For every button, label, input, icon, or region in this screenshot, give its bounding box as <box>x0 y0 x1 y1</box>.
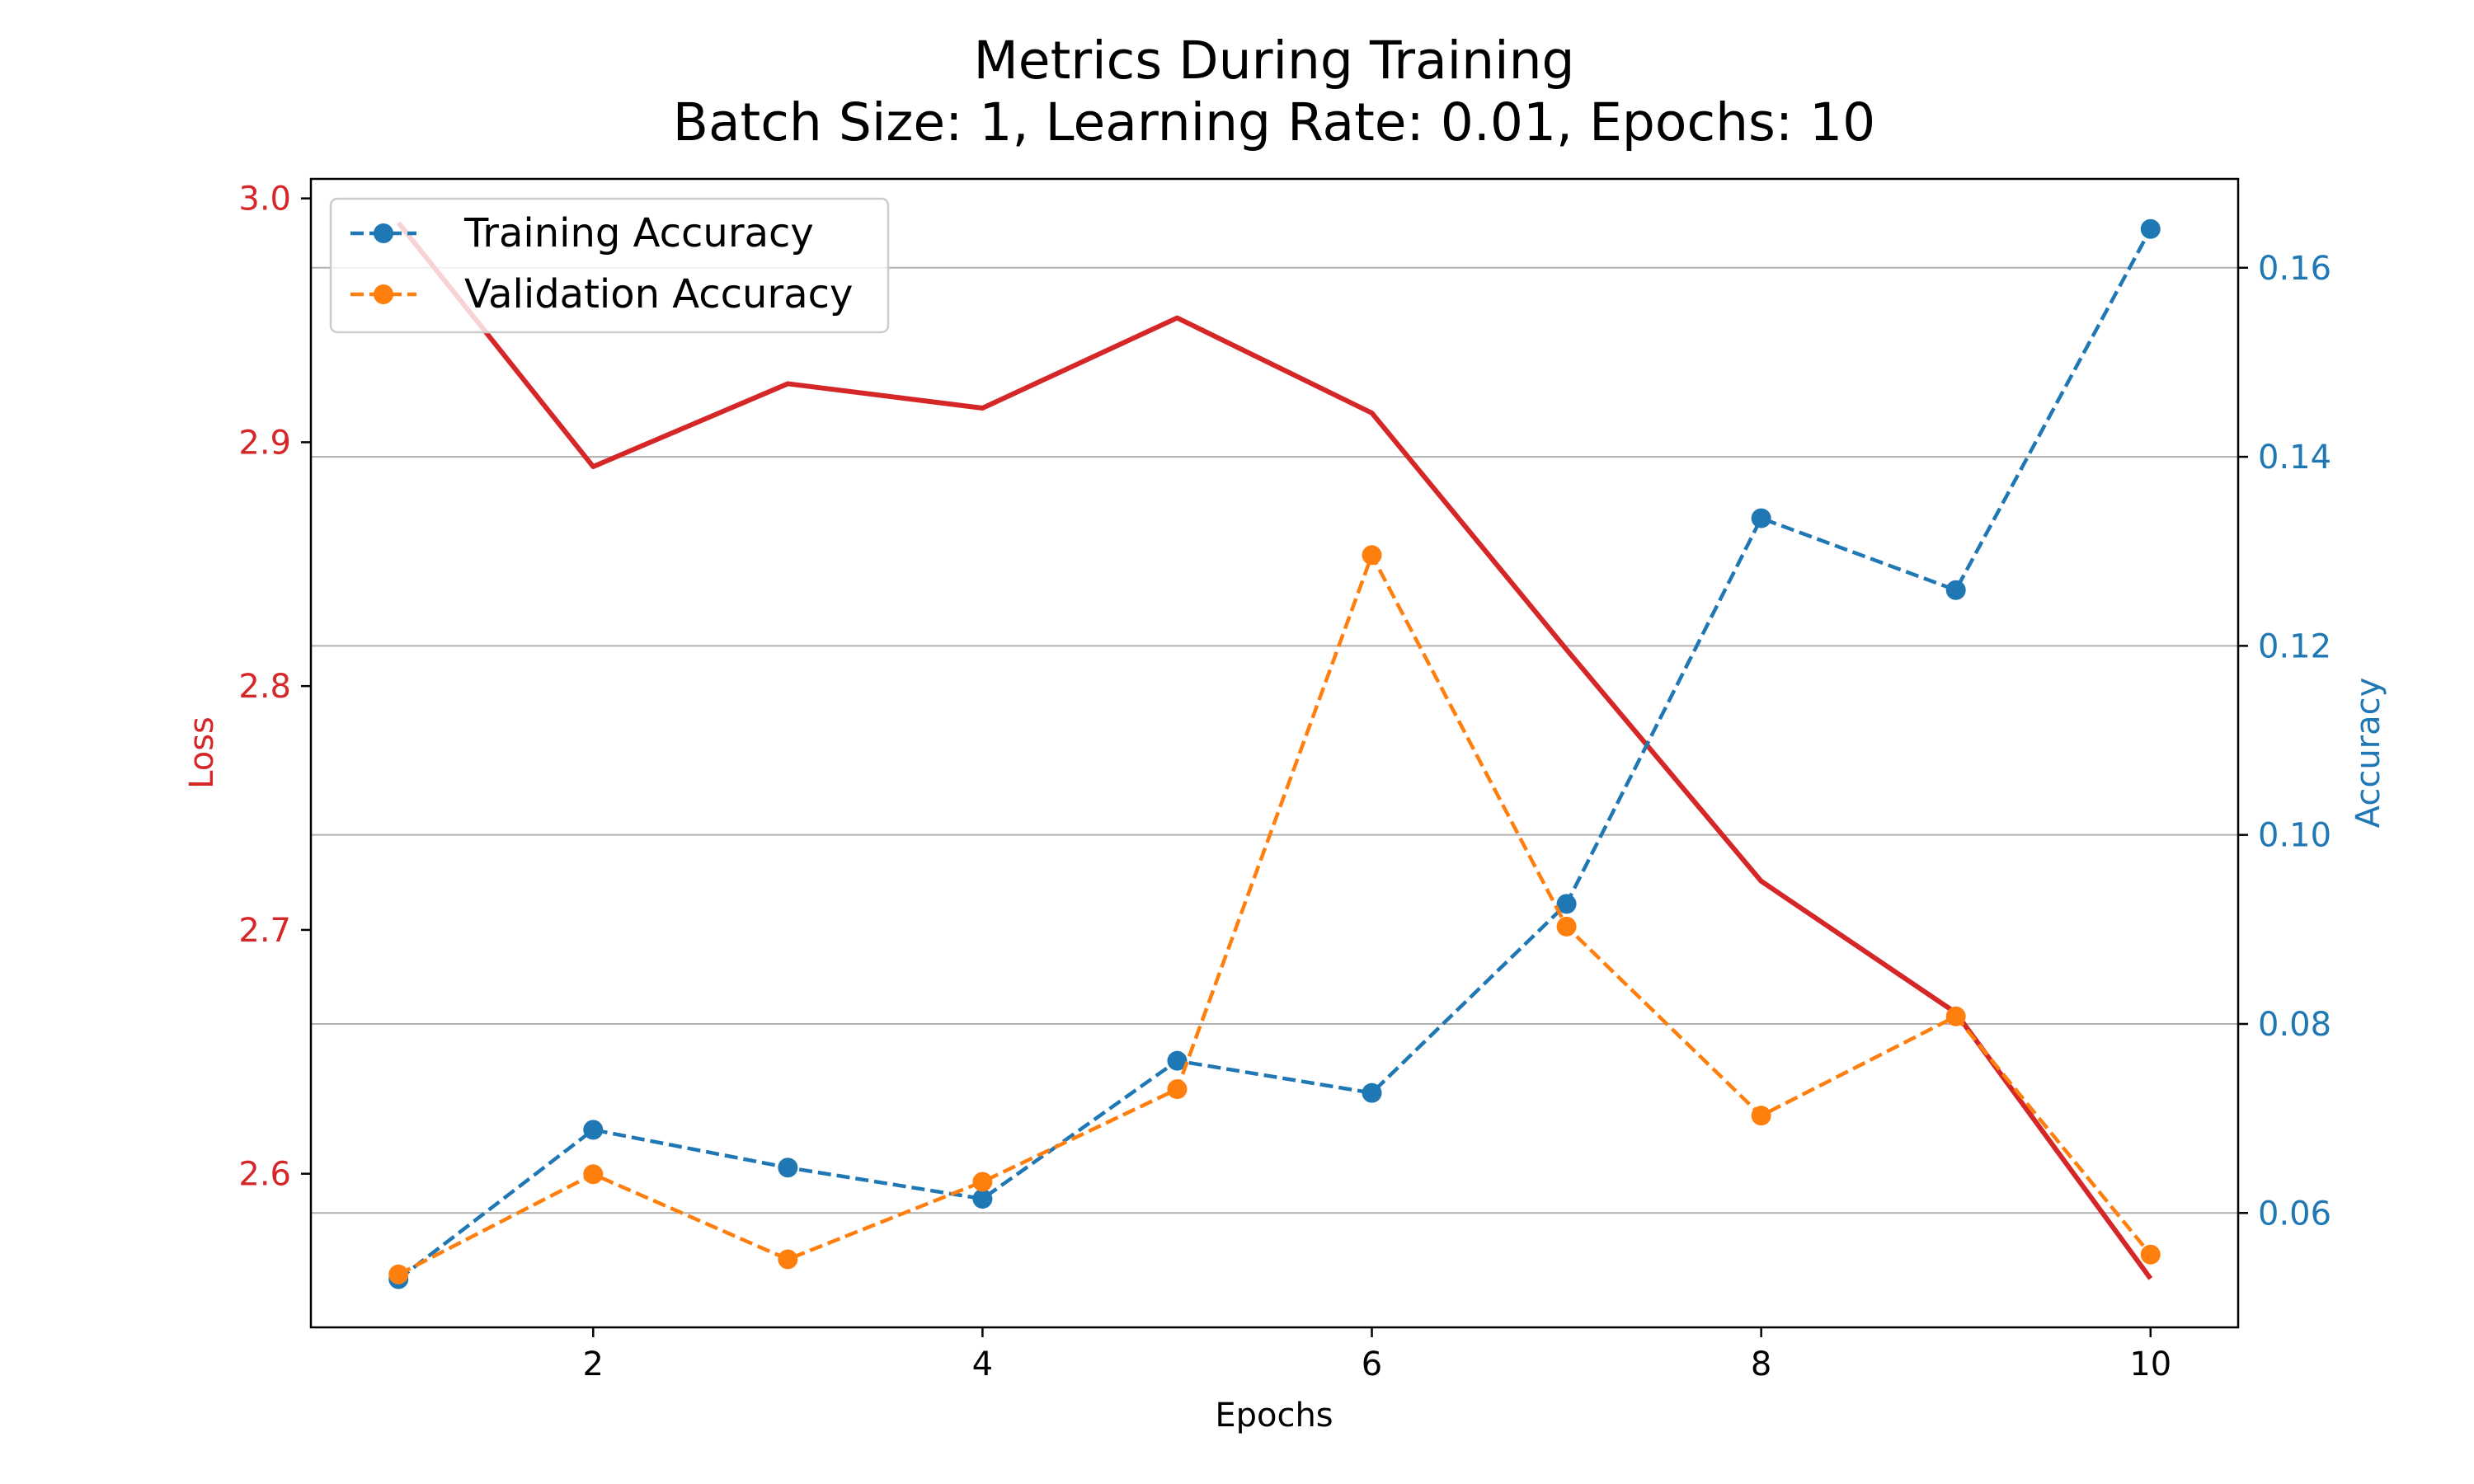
validation-point <box>1362 545 1382 566</box>
grid-lines <box>311 266 2238 1214</box>
loss-line <box>396 221 2153 1280</box>
validation-line <box>397 553 2152 1276</box>
legend-training-label: Training Accuracy <box>463 210 814 256</box>
legend-validation-label: Validation Accuracy <box>464 271 853 317</box>
training-point <box>1945 580 1966 600</box>
x-tick-label: 6 <box>1362 1345 1382 1383</box>
training-point <box>1556 894 1577 914</box>
validation-point <box>972 1172 993 1192</box>
validation-point <box>778 1249 798 1270</box>
legend: Training Accuracy Validation Accuracy <box>329 197 890 334</box>
left-y-tick-label: 2.9 <box>238 424 291 462</box>
right-y-axis: 0.06 0.08 0.10 0.12 0.14 0.16 <box>2238 250 2331 1233</box>
right-y-tick-label: 0.12 <box>2258 627 2331 665</box>
x-tick-label: 4 <box>972 1345 993 1383</box>
left-y-tick-label: 2.6 <box>238 1156 291 1194</box>
plot-frame <box>309 177 2240 1329</box>
left-y-tick-label: 2.7 <box>238 912 291 950</box>
legend-validation-swatch-marker <box>374 284 393 304</box>
legend-training-swatch-marker <box>374 223 393 243</box>
left-y-axis: 2.6 2.7 2.8 2.9 3.0 <box>238 181 311 1194</box>
validation-point <box>1556 916 1577 937</box>
right-y-tick-label: 0.10 <box>2258 817 2331 855</box>
training-point <box>1751 508 1771 528</box>
training-point <box>972 1189 993 1209</box>
validation-point <box>388 1264 409 1284</box>
training-point <box>2140 218 2161 239</box>
validation-point <box>1945 1006 1966 1026</box>
training-point <box>1167 1050 1188 1071</box>
x-tick-label: 2 <box>583 1345 604 1383</box>
right-y-tick-label: 0.16 <box>2258 250 2331 288</box>
chart-subtitle: Batch Size: 1, Learning Rate: 0.01, Epoc… <box>673 92 1876 153</box>
right-y-tick-label: 0.08 <box>2258 1006 2331 1044</box>
x-axis: 2 4 6 8 10 <box>583 1327 2171 1383</box>
validation-point <box>1751 1106 1771 1126</box>
series-layer <box>388 218 2161 1289</box>
training-point <box>778 1158 798 1178</box>
validation-point <box>1167 1079 1188 1100</box>
legend-frame <box>329 197 890 334</box>
right-y-tick-label: 0.06 <box>2258 1195 2331 1233</box>
x-tick-label: 10 <box>2129 1345 2171 1383</box>
x-tick-label: 8 <box>1751 1345 1771 1383</box>
right-y-tick-label: 0.14 <box>2258 439 2331 477</box>
validation-point <box>583 1164 604 1185</box>
chart-title: Metrics During Training <box>973 31 1574 91</box>
validation-point <box>2140 1244 2161 1265</box>
left-y-tick-label: 2.8 <box>238 668 291 706</box>
training-line <box>397 228 2152 1281</box>
right-y-axis-label: Accuracy <box>2349 678 2387 829</box>
training-point <box>1362 1082 1382 1103</box>
x-axis-label: Epochs <box>1215 1397 1333 1435</box>
left-y-tick-label: 3.0 <box>238 181 291 218</box>
left-y-axis-label: Loss <box>183 716 221 789</box>
training-point <box>583 1120 604 1140</box>
